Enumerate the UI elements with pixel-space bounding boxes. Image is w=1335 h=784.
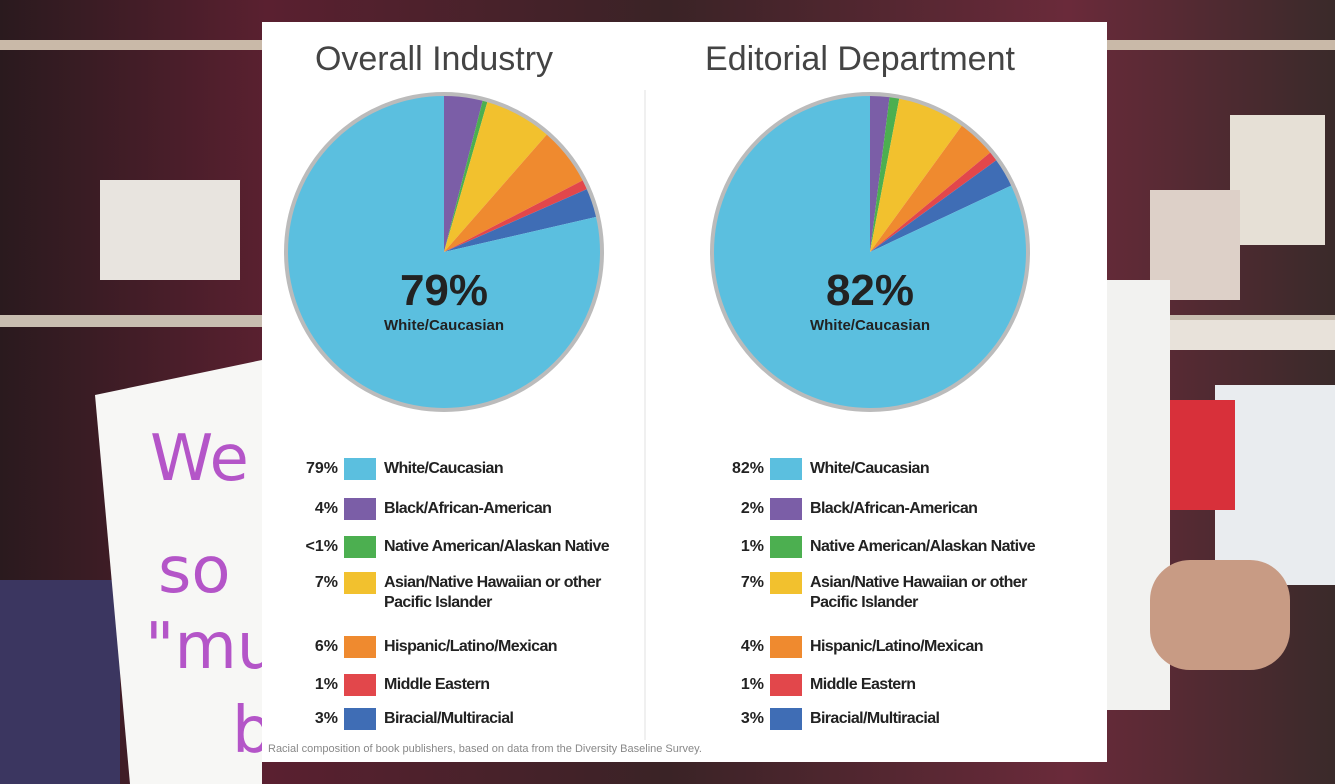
legend-label: Hispanic/Latino/Mexican [810, 638, 984, 655]
white-card [95, 360, 262, 784]
legend-swatch [344, 572, 376, 594]
legend-swatch [344, 458, 376, 480]
value-label: <1% [305, 538, 338, 555]
legend-item: 1% Middle Eastern [694, 673, 916, 697]
legend-item: 2% Black/African-American [694, 497, 978, 521]
handwriting: so [158, 534, 231, 608]
value-label: 3% [314, 710, 338, 727]
pie-slice [870, 96, 963, 252]
pie-slice [444, 98, 488, 252]
legend-item: <1% Native American/Alaskan Native [268, 535, 610, 559]
pie-rim [284, 92, 604, 412]
legend-item: 1% Native American/Alaskan Native [694, 535, 1036, 559]
legend-item: 3% Biracial/Multiracial [268, 707, 514, 731]
legend-swatch [344, 498, 376, 520]
legend-swatch [770, 458, 802, 480]
legend-swatch [770, 572, 802, 594]
legend-label: Native American/Alaskan Native [384, 538, 610, 555]
value-label: 7% [314, 574, 338, 591]
hand [1150, 560, 1290, 670]
legend-label: Biracial/Multiracial [810, 710, 940, 727]
value-label: 6% [314, 638, 338, 655]
legend-item: 3% Biracial/Multiracial [694, 707, 940, 731]
legend-label: Black/African-American [384, 500, 552, 517]
legend-item: 4% Black/African-American [268, 497, 552, 521]
value-label: 1% [740, 676, 764, 693]
pie-slice [444, 188, 598, 252]
pie-slice [870, 124, 992, 252]
shelf [1140, 320, 1335, 350]
pie-slice [711, 94, 1028, 410]
legend-swatch [770, 636, 802, 658]
center-label: White/Caucasian [384, 317, 504, 334]
legend-label: Black/African-American [810, 500, 978, 517]
value-label: 1% [740, 538, 764, 555]
pie-rim [710, 92, 1030, 412]
pie-slice [286, 94, 602, 411]
legend-label: Hispanic/Latino/Mexican [384, 638, 558, 655]
legend-item: 6% Hispanic/Latino/Mexican [268, 635, 558, 659]
pie-slice [870, 159, 1013, 252]
pie-slice [444, 179, 589, 252]
legend-label: Native American/Alaskan Native [810, 538, 1036, 555]
legend-item: 4% Hispanic/Latino/Mexican [694, 635, 984, 659]
legend-item: 7% Asian/Native Hawaiian or other Pacific… [268, 571, 624, 613]
pie-slice [444, 94, 484, 252]
legend-swatch [770, 708, 802, 730]
legend-item: 1% Middle Eastern [268, 673, 490, 697]
legend-item: 82% White/Caucasian [694, 457, 930, 481]
chart-title: Editorial Department [705, 40, 1015, 78]
legend-item: 79% White/Caucasian [268, 457, 504, 481]
legend-label: Biracial/Multiracial [384, 710, 514, 727]
legend-label: Asian/Native Hawaiian or other Pacific I… [810, 574, 1027, 611]
legend-swatch [344, 708, 376, 730]
center-value: 82% [826, 266, 914, 315]
legend-label: White/Caucasian [810, 460, 930, 477]
photo-frame [1230, 115, 1325, 245]
legend-label: Middle Eastern [384, 676, 490, 693]
legend-swatch [770, 498, 802, 520]
legend-label: Middle Eastern [810, 676, 916, 693]
value-label: 7% [740, 574, 764, 591]
chart-title: Overall Industry [315, 40, 553, 78]
value-label: 79% [305, 460, 338, 477]
legend-label: White/Caucasian [384, 460, 504, 477]
photo-frame [100, 180, 240, 280]
pie-slice [444, 100, 549, 253]
value-label: 82% [731, 460, 764, 477]
handwriting: We [150, 422, 249, 496]
center-label: White/Caucasian [810, 317, 930, 334]
legend-item: 7% Asian/Native Hawaiian or other Pacific… [694, 571, 1050, 613]
books [0, 580, 120, 784]
pie-slice [870, 94, 890, 252]
value-label: 3% [740, 710, 764, 727]
legend-swatch [344, 636, 376, 658]
legend-swatch [344, 674, 376, 696]
value-label: 1% [314, 676, 338, 693]
legend-swatch [344, 536, 376, 558]
pie-slice [870, 95, 900, 252]
value-label: 4% [314, 500, 338, 517]
legend-swatch [770, 674, 802, 696]
handwriting: "mu [145, 610, 277, 684]
center-value: 79% [400, 266, 488, 315]
value-label: 4% [740, 638, 764, 655]
legend-label: Asian/Native Hawaiian or other Pacific I… [384, 574, 601, 611]
pie-slice [444, 133, 585, 252]
legend-swatch [770, 536, 802, 558]
value-label: 2% [740, 500, 764, 517]
pie-slice [870, 151, 998, 252]
caption: Racial composition of book publishers, b… [268, 743, 702, 755]
